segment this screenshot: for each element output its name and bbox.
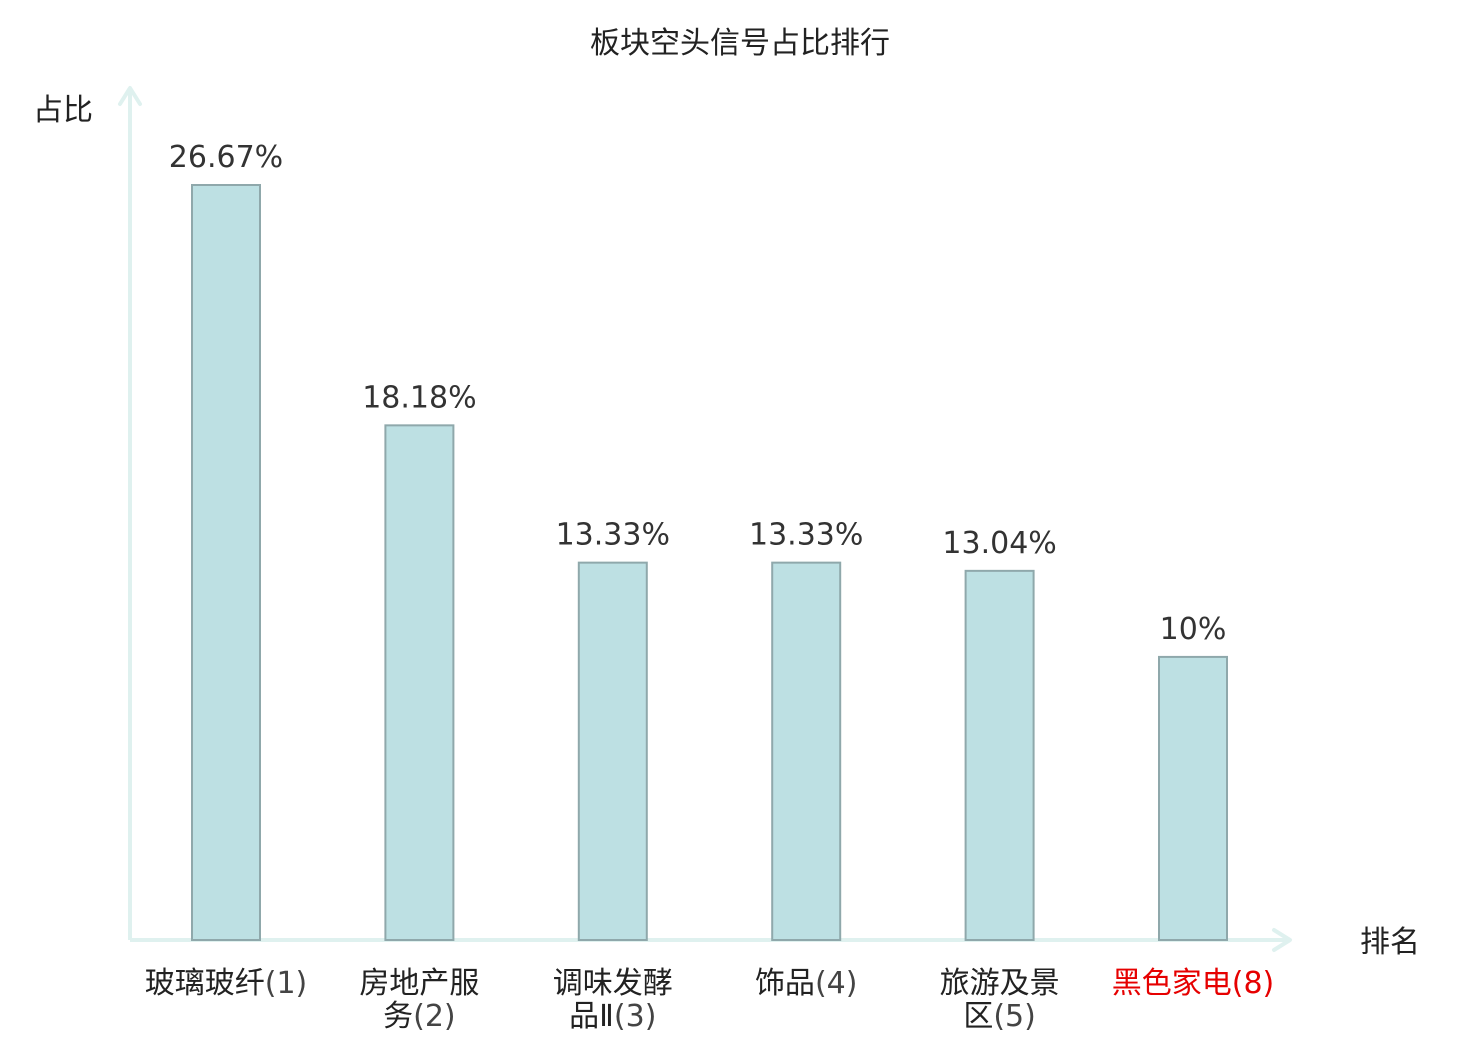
bar (577, 561, 648, 941)
x-tick-label: 黑色家电(8) (1112, 966, 1275, 1001)
y-axis-label: 占比 (33, 93, 93, 128)
bar (384, 424, 455, 941)
bar (771, 561, 842, 941)
x-axis-label: 排名 (1360, 925, 1420, 960)
chart-title: 板块空头信号占比排行 (590, 26, 890, 61)
bar-value-label: 13.04% (942, 526, 1056, 561)
x-tick-label: 旅游及景区(5) (940, 966, 1060, 1034)
bar-value-label: 10% (1160, 612, 1227, 647)
category-labels: 玻璃玻纤(1) 房地产服务(2) 调味发酵品Ⅱ(3) 饰品(4) 旅游及景区(5) 黑色家… (145, 966, 1275, 1034)
bar (191, 184, 261, 941)
x-tick-label: 玻璃玻纤(1) (145, 966, 308, 1001)
x-tick-label: 房地产服务(2) (359, 966, 479, 1034)
bar (964, 569, 1035, 941)
bar-value-label: 26.67% (169, 140, 283, 175)
bar-value-label: 18.18% (362, 380, 476, 415)
value-labels: 26.67% 18.18% 13.33% 13.33% 13.04% 10% (169, 140, 1227, 647)
bar-value-label: 13.33% (749, 518, 863, 553)
x-axis-arrow (1272, 928, 1292, 952)
bar (1158, 655, 1228, 941)
bar-value-label: 13.33% (556, 518, 670, 553)
x-tick-label: 调味发酵品Ⅱ(3) (553, 966, 673, 1034)
y-axis-arrow (118, 86, 142, 106)
axes (118, 86, 1292, 952)
bars (191, 184, 1228, 941)
x-tick-label: 饰品(4) (755, 966, 858, 1001)
